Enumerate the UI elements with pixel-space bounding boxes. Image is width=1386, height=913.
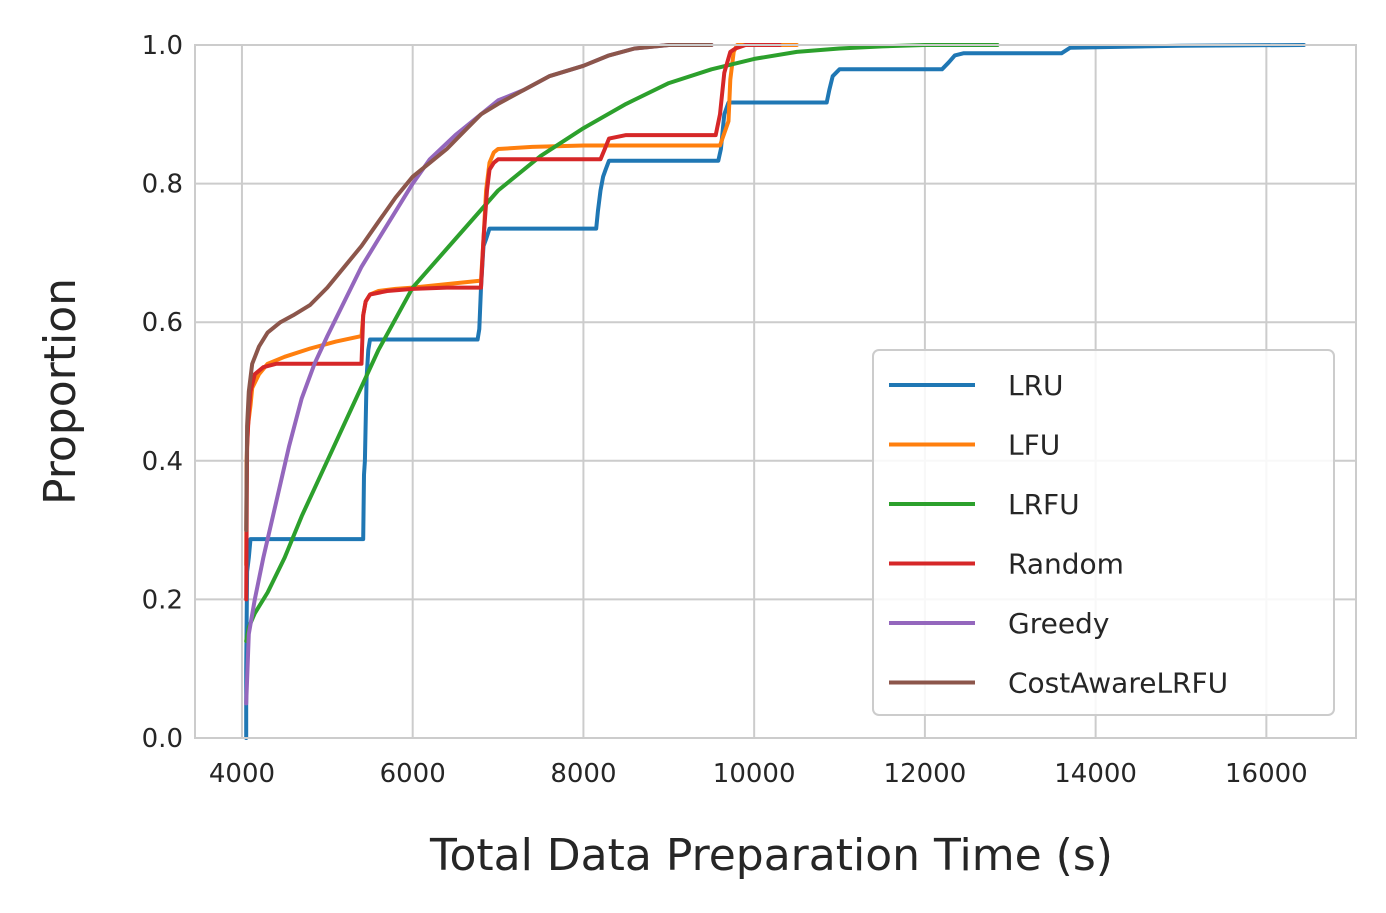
x-tick-label: 6000 [380,759,446,789]
plot-frame [194,44,1357,739]
y-axis-label: Proportion [35,278,86,505]
y-tick-label: 0.0 [142,724,183,754]
tick-labels: 4000 6000 8000 10000 12000 14000 16000 0.0 0.2 0.… [142,31,1308,789]
legend-items: LRU LFU LRFU Random Greedy CostAwareLRFU [889,369,1228,700]
series-line-lrfu [244,43,1000,643]
legend-box [872,349,1335,716]
series-line-random [244,43,782,602]
legend-label: LFU [1008,429,1060,462]
series-line-lru [244,43,1306,740]
x-axis-label: Total Data Preparation Time (s) [429,830,1113,881]
y-tick-label: 0.6 [142,308,183,338]
y-tick-label: 0.4 [142,447,183,477]
x-tick-label: 4000 [209,759,275,789]
x-tick-label: 14000 [1054,759,1137,789]
legend-label: LRFU [1008,488,1080,521]
x-tick-label: 16000 [1225,759,1308,789]
x-tick-label: 10000 [713,759,796,789]
legend-label: CostAwareLRFU [1008,667,1228,700]
series-lines [244,43,1306,740]
y-tick-label: 0.8 [142,170,183,200]
x-tick-label: 12000 [884,759,967,789]
legend: LRU LFU LRFU Random Greedy CostAwareLRFU [872,349,1335,716]
legend-label: Greedy [1008,607,1109,640]
x-tick-label: 8000 [550,759,616,789]
legend-label: Random [1008,548,1124,581]
y-tick-label: 0.2 [142,585,183,615]
y-tick-label: 1.0 [142,31,183,61]
legend-label: LRU [1008,369,1064,402]
series-line-costawarelrfu [244,43,714,533]
